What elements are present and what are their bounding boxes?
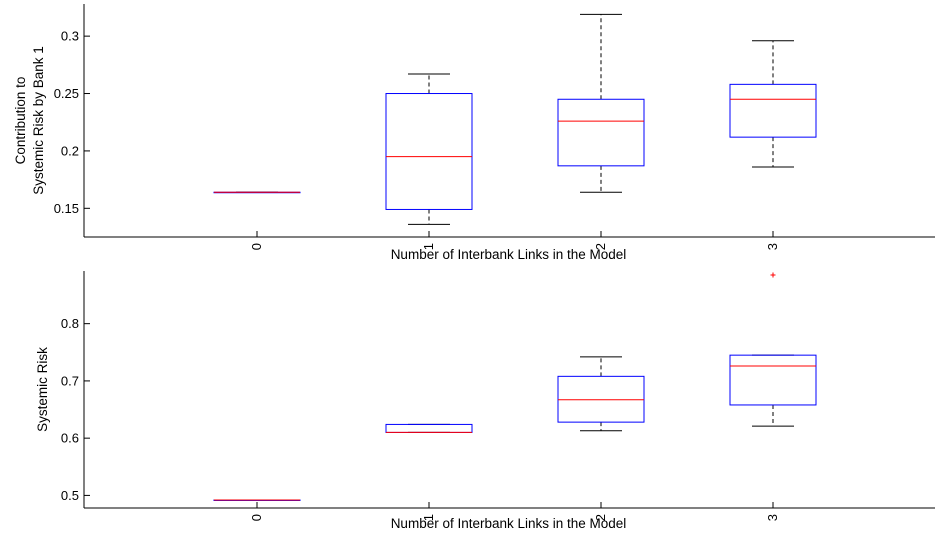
- y-tick-label: 0.7: [61, 373, 79, 388]
- x-tick-label: 0: [249, 243, 264, 250]
- x-axis-title: Number of Interbank Links in the Model: [391, 247, 627, 262]
- y-tick-label: 0.8: [61, 316, 79, 331]
- box-3: [729, 272, 817, 427]
- box-1: [385, 73, 473, 225]
- box-2: [557, 13, 645, 193]
- x-axis-title: Number of Interbank Links in the Model: [391, 516, 627, 531]
- x-tick-label: 2: [593, 243, 608, 250]
- x-tick-label: 1: [421, 514, 436, 521]
- chart-panel-1: 0.15 0.2 0.25 0.3 0 1 2 3 Number of Interbank Li…: [13, 4, 935, 262]
- x-tick-label: 0: [249, 514, 264, 521]
- y-axis-title: Systemic Risk: [35, 347, 50, 432]
- y-tick-label: 0.5: [61, 488, 79, 503]
- box-rect: [729, 83, 817, 138]
- x-tick-label: 2: [593, 514, 608, 521]
- box-1: [385, 423, 473, 433]
- y-tick-label: 0.15: [54, 201, 79, 216]
- x-tick-label: 3: [765, 243, 780, 250]
- y-tick-label: 0.2: [61, 143, 79, 158]
- outlier-point: [770, 272, 776, 278]
- x-tick-label: 3: [765, 514, 780, 521]
- y-tick-label: 0.25: [54, 86, 79, 101]
- box-rect: [729, 354, 817, 406]
- box-2: [557, 356, 645, 432]
- box-3: [729, 40, 817, 168]
- y-axis-title: Contribution to: [13, 77, 28, 165]
- y-tick-label: 0.6: [61, 431, 79, 446]
- y-axis-title: Systemic Risk by Bank 1: [31, 46, 46, 195]
- box-0: [213, 191, 301, 194]
- box-rect: [557, 375, 645, 423]
- y-tick-label: 0.3: [61, 29, 79, 44]
- chart-panel-2: 0.5 0.6 0.7 0.8 0 1 2 3 Number of Interbank Link…: [35, 271, 935, 531]
- box-rect: [385, 93, 473, 210]
- box-rect: [557, 98, 645, 167]
- box-rect: [385, 423, 473, 433]
- x-tick-label: 1: [421, 243, 436, 250]
- box-0: [213, 499, 301, 501]
